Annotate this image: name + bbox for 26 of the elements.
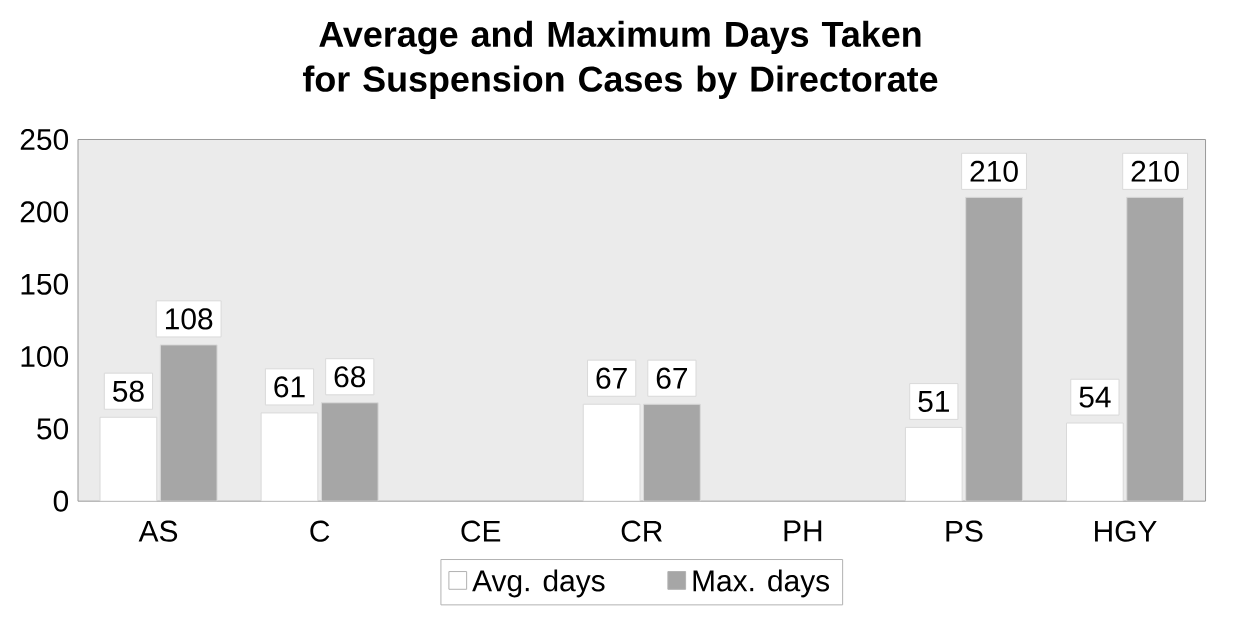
x-tick-label: CR: [621, 520, 662, 542]
data-label: 68: [334, 366, 366, 388]
y-tick-label: 150: [21, 273, 69, 295]
y-tick-label: 250: [20, 128, 69, 151]
x-tick-label: PH: [784, 520, 822, 542]
data-label: 210: [970, 160, 1018, 182]
legend-label: Avg. days: [472, 569, 605, 598]
y-tick-label: 200: [20, 201, 69, 223]
x-tick-label: HGY: [1095, 520, 1157, 542]
x-tick-label: C: [310, 520, 330, 542]
data-label: 51: [918, 391, 949, 412]
data-label: 61: [274, 376, 305, 398]
chart-title: Average and Maximum Days Taken for Suspension Cases by Directorate: [303, 20, 938, 99]
legend-label: Max. days: [693, 569, 830, 598]
x-tick-label: CE: [461, 520, 501, 542]
y-tick-label: 50: [37, 418, 69, 440]
data-label: 58: [113, 380, 144, 402]
y-tick-label: 0: [53, 490, 69, 512]
x-tick-label: AS: [138, 520, 178, 542]
x-tick-label: PS: [946, 520, 983, 542]
data-label: 54: [1079, 386, 1111, 408]
data-label: 67: [596, 367, 627, 389]
data-label: 67: [656, 367, 688, 389]
y-tick-label: 100: [21, 345, 69, 368]
data-label: 210: [1131, 160, 1179, 182]
data-label: 108: [165, 308, 213, 330]
